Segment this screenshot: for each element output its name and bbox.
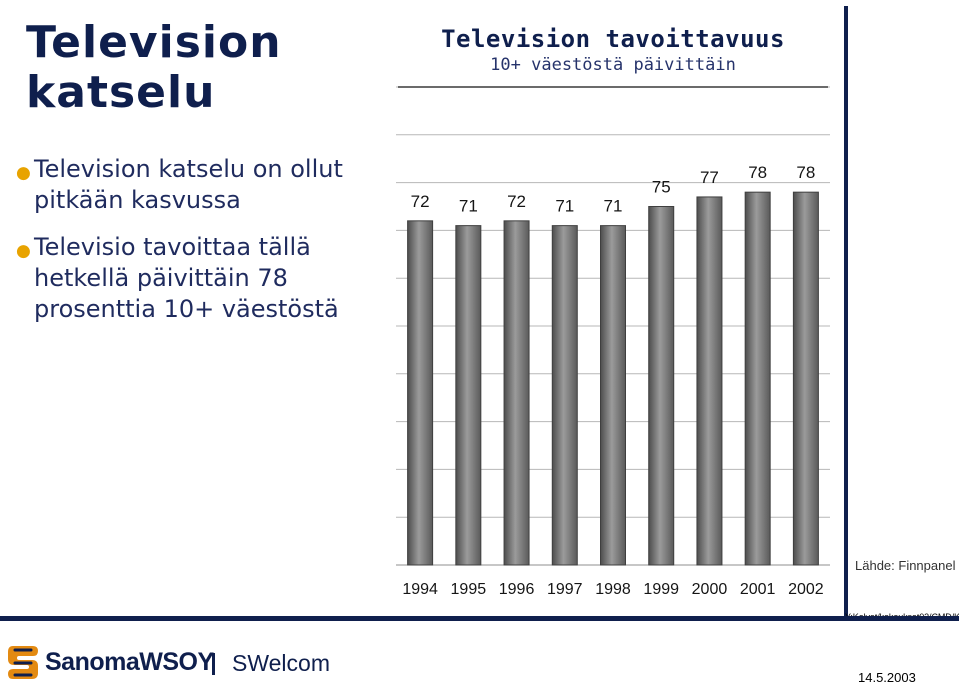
chart-bar-1999 (648, 206, 675, 566)
slide-title: Television katselu (26, 18, 326, 118)
chart-bar-2001 (744, 191, 771, 566)
bullet-item-2: ● Televisio tavoittaa tällä hetkellä päi… (16, 232, 376, 325)
x-tick-label-2000: 2000 (692, 581, 728, 598)
chart-bar-1996 (503, 220, 530, 566)
bar-value-label-2000: 77 (700, 168, 719, 187)
bullet-1-line-2: pitkään kasvussa (34, 186, 241, 214)
slide-title-line-1: Television (26, 17, 282, 68)
x-tick-label-1994: 1994 (402, 581, 438, 598)
chart-subtitle: 10+ väestöstä päivittäin (490, 55, 736, 75)
slide-date: 14.5.2003 (858, 670, 916, 685)
slide-title-line-2: katselu (26, 67, 216, 118)
chart-bar-2002 (792, 191, 819, 566)
x-tick-label-1996: 1996 (499, 581, 535, 598)
bar-value-label-1995: 71 (459, 197, 478, 216)
bar-value-label-1998: 71 (604, 197, 623, 216)
chart-bars (407, 191, 819, 566)
bar-value-label-2001: 78 (748, 163, 767, 182)
chart-bar-1995 (455, 225, 482, 566)
bullet-2-line-2: hetkellä päivittäin 78 (34, 264, 288, 292)
chart-bar-1998 (600, 225, 626, 566)
chart-bar-1994 (407, 220, 434, 566)
x-tick-label-1997: 1997 (547, 581, 583, 598)
bullet-marker-icon: ● (16, 163, 31, 183)
chart-data-labels: 72 71 72 71 71 75 77 78 78 (411, 163, 816, 215)
source-note: Lähde: Finnpanel (855, 558, 956, 573)
sanoma-s-logo-icon (8, 646, 38, 679)
bullet-2-line-3: prosenttia 10+ väestöstä (34, 295, 339, 323)
bar-value-label-1999: 75 (652, 178, 671, 197)
bar-value-label-1994: 72 (411, 192, 430, 211)
sanoma-wsoy-logo: SanomaWSOY (8, 642, 214, 682)
bar-value-label-1997: 71 (555, 197, 574, 216)
chart-x-axis-labels: 1994 1995 1996 1997 1998 1999 2000 2001 2002 (402, 581, 823, 598)
bullet-item-1: ● Television katselu on ollut pitkään ka… (16, 154, 376, 216)
bar-value-label-2002: 78 (796, 163, 815, 182)
bullet-1-line-1: Television katselu on ollut (34, 155, 343, 183)
footer-divider (0, 616, 959, 621)
chart-title-block: Television tavoittavuus 10+ väestöstä pä… (398, 24, 828, 76)
bar-value-label-1996: 72 (507, 192, 526, 211)
vertical-divider (844, 6, 848, 618)
bullet-list: ● Television katselu on ollut pitkään ka… (16, 154, 376, 341)
x-tick-label-1998: 1998 (595, 581, 631, 598)
chart-title: Television tavoittavuus (441, 25, 785, 53)
chart-bar-1997 (551, 225, 578, 566)
x-tick-label-2002: 2002 (788, 581, 824, 598)
x-tick-label-2001: 2001 (740, 581, 776, 598)
x-tick-label-1999: 1999 (643, 581, 679, 598)
bullet-2-line-1: Televisio tavoittaa tällä (34, 233, 311, 261)
company-name: SanomaWSOY (45, 647, 214, 676)
bullet-marker-icon: ● (16, 241, 31, 261)
x-tick-label-1995: 1995 (451, 581, 487, 598)
chart-bar-2000 (696, 196, 723, 566)
division-name: SWelcom (232, 650, 330, 676)
brand-separator (212, 653, 215, 675)
